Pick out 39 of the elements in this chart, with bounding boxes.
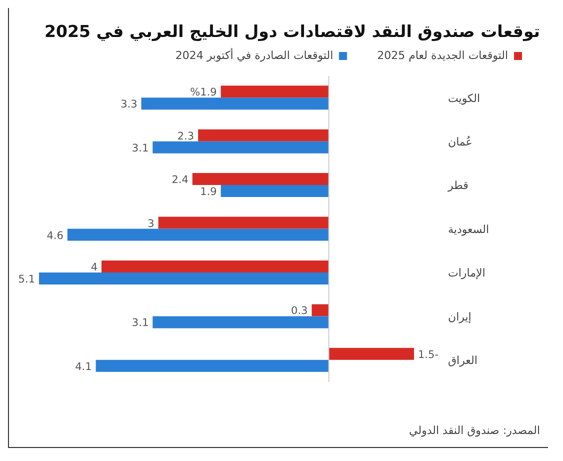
data-label: 0.3: [291, 305, 308, 318]
data-label: -1.5: [418, 348, 439, 361]
bar: [152, 141, 329, 154]
data-label: 4: [90, 261, 98, 274]
chart-title: توقعات صندوق النقد لاقتصادات دول الخليج العربي في 2025: [44, 21, 541, 41]
y-tick-label: عُمان: [448, 135, 472, 148]
data-label: 3: [148, 218, 154, 230]
y-tick-label: إيران: [448, 310, 472, 324]
bar: [39, 272, 329, 284]
data-label: 3.1: [132, 142, 149, 154]
y-tick-label: قطر: [447, 179, 468, 192]
y-tick-label: الإمارات: [448, 266, 486, 280]
data-label: 1.9: [200, 186, 217, 198]
data-label: 3.3: [120, 98, 138, 111]
data-label: 4.6: [46, 230, 64, 242]
bar: [96, 360, 329, 372]
bar: [198, 129, 329, 142]
data-label: 2.3: [177, 130, 194, 142]
y-tick-label: الكويت: [448, 92, 480, 105]
bar: [102, 260, 329, 272]
text: المصدر: صندوق النقد الدولي: [409, 424, 540, 437]
bar: [312, 304, 329, 316]
data-label: 4.1: [75, 360, 92, 373]
data-label: %1.9: [190, 86, 217, 99]
data-label: 3.1: [132, 317, 149, 330]
bar: [220, 185, 329, 198]
bar: [141, 98, 329, 110]
data-label: 2.4: [172, 174, 189, 186]
legend-label: التوقعات الصادرة في أكتوبر 2024: [175, 49, 334, 62]
bar: [220, 86, 329, 98]
bar: [67, 228, 329, 241]
data-label: 5.1: [18, 273, 35, 286]
bar: [192, 173, 329, 186]
bar: [158, 216, 329, 229]
bar: [152, 316, 329, 328]
legend-label: التوقعات الجديدة لعام 2025: [377, 49, 508, 62]
y-tick-label: السعودية: [448, 222, 490, 236]
bar: [328, 348, 414, 360]
y-tick-label: العراق: [448, 354, 478, 368]
